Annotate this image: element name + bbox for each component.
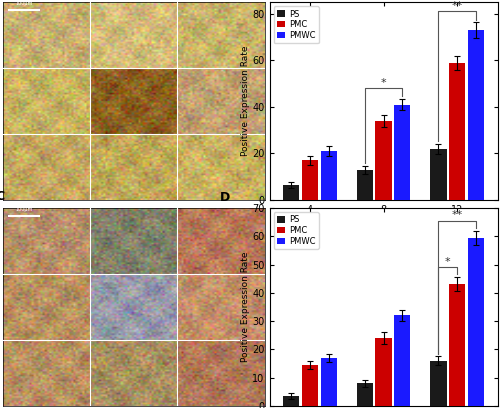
Text: **: ** xyxy=(452,1,462,11)
Bar xyxy=(320,358,336,406)
Bar xyxy=(376,121,392,200)
Bar xyxy=(430,361,446,406)
X-axis label: Time (week): Time (week) xyxy=(354,220,414,231)
Legend: PS, PMC, PMWC: PS, PMC, PMWC xyxy=(274,212,318,249)
Bar xyxy=(302,160,318,200)
Bar xyxy=(468,237,483,406)
Text: C: C xyxy=(0,190,4,203)
Y-axis label: Positive Expression Rate: Positive Expression Rate xyxy=(240,46,250,156)
Text: 100μm: 100μm xyxy=(16,207,33,212)
Text: 100μm: 100μm xyxy=(16,1,33,6)
Bar xyxy=(357,384,373,406)
Text: *: * xyxy=(380,78,386,88)
Legend: PS, PMC, PMWC: PS, PMC, PMWC xyxy=(274,6,318,43)
Text: *: * xyxy=(445,257,450,266)
Text: **: ** xyxy=(452,210,462,220)
Bar xyxy=(430,149,446,200)
Bar xyxy=(357,170,373,200)
Text: 8 w: 8 w xyxy=(126,208,141,217)
Bar xyxy=(449,62,465,200)
Bar xyxy=(394,315,410,406)
Bar xyxy=(302,365,318,406)
Bar xyxy=(468,30,483,200)
Bar xyxy=(376,338,392,406)
Text: D: D xyxy=(220,191,230,204)
Bar xyxy=(284,396,300,406)
Text: 4 w: 4 w xyxy=(39,208,54,217)
Y-axis label: Positive Expression Rate: Positive Expression Rate xyxy=(240,252,250,362)
Bar xyxy=(284,185,300,200)
Text: 12 w: 12 w xyxy=(211,208,231,217)
Bar xyxy=(320,151,336,200)
Bar xyxy=(449,284,465,406)
Bar xyxy=(394,104,410,200)
